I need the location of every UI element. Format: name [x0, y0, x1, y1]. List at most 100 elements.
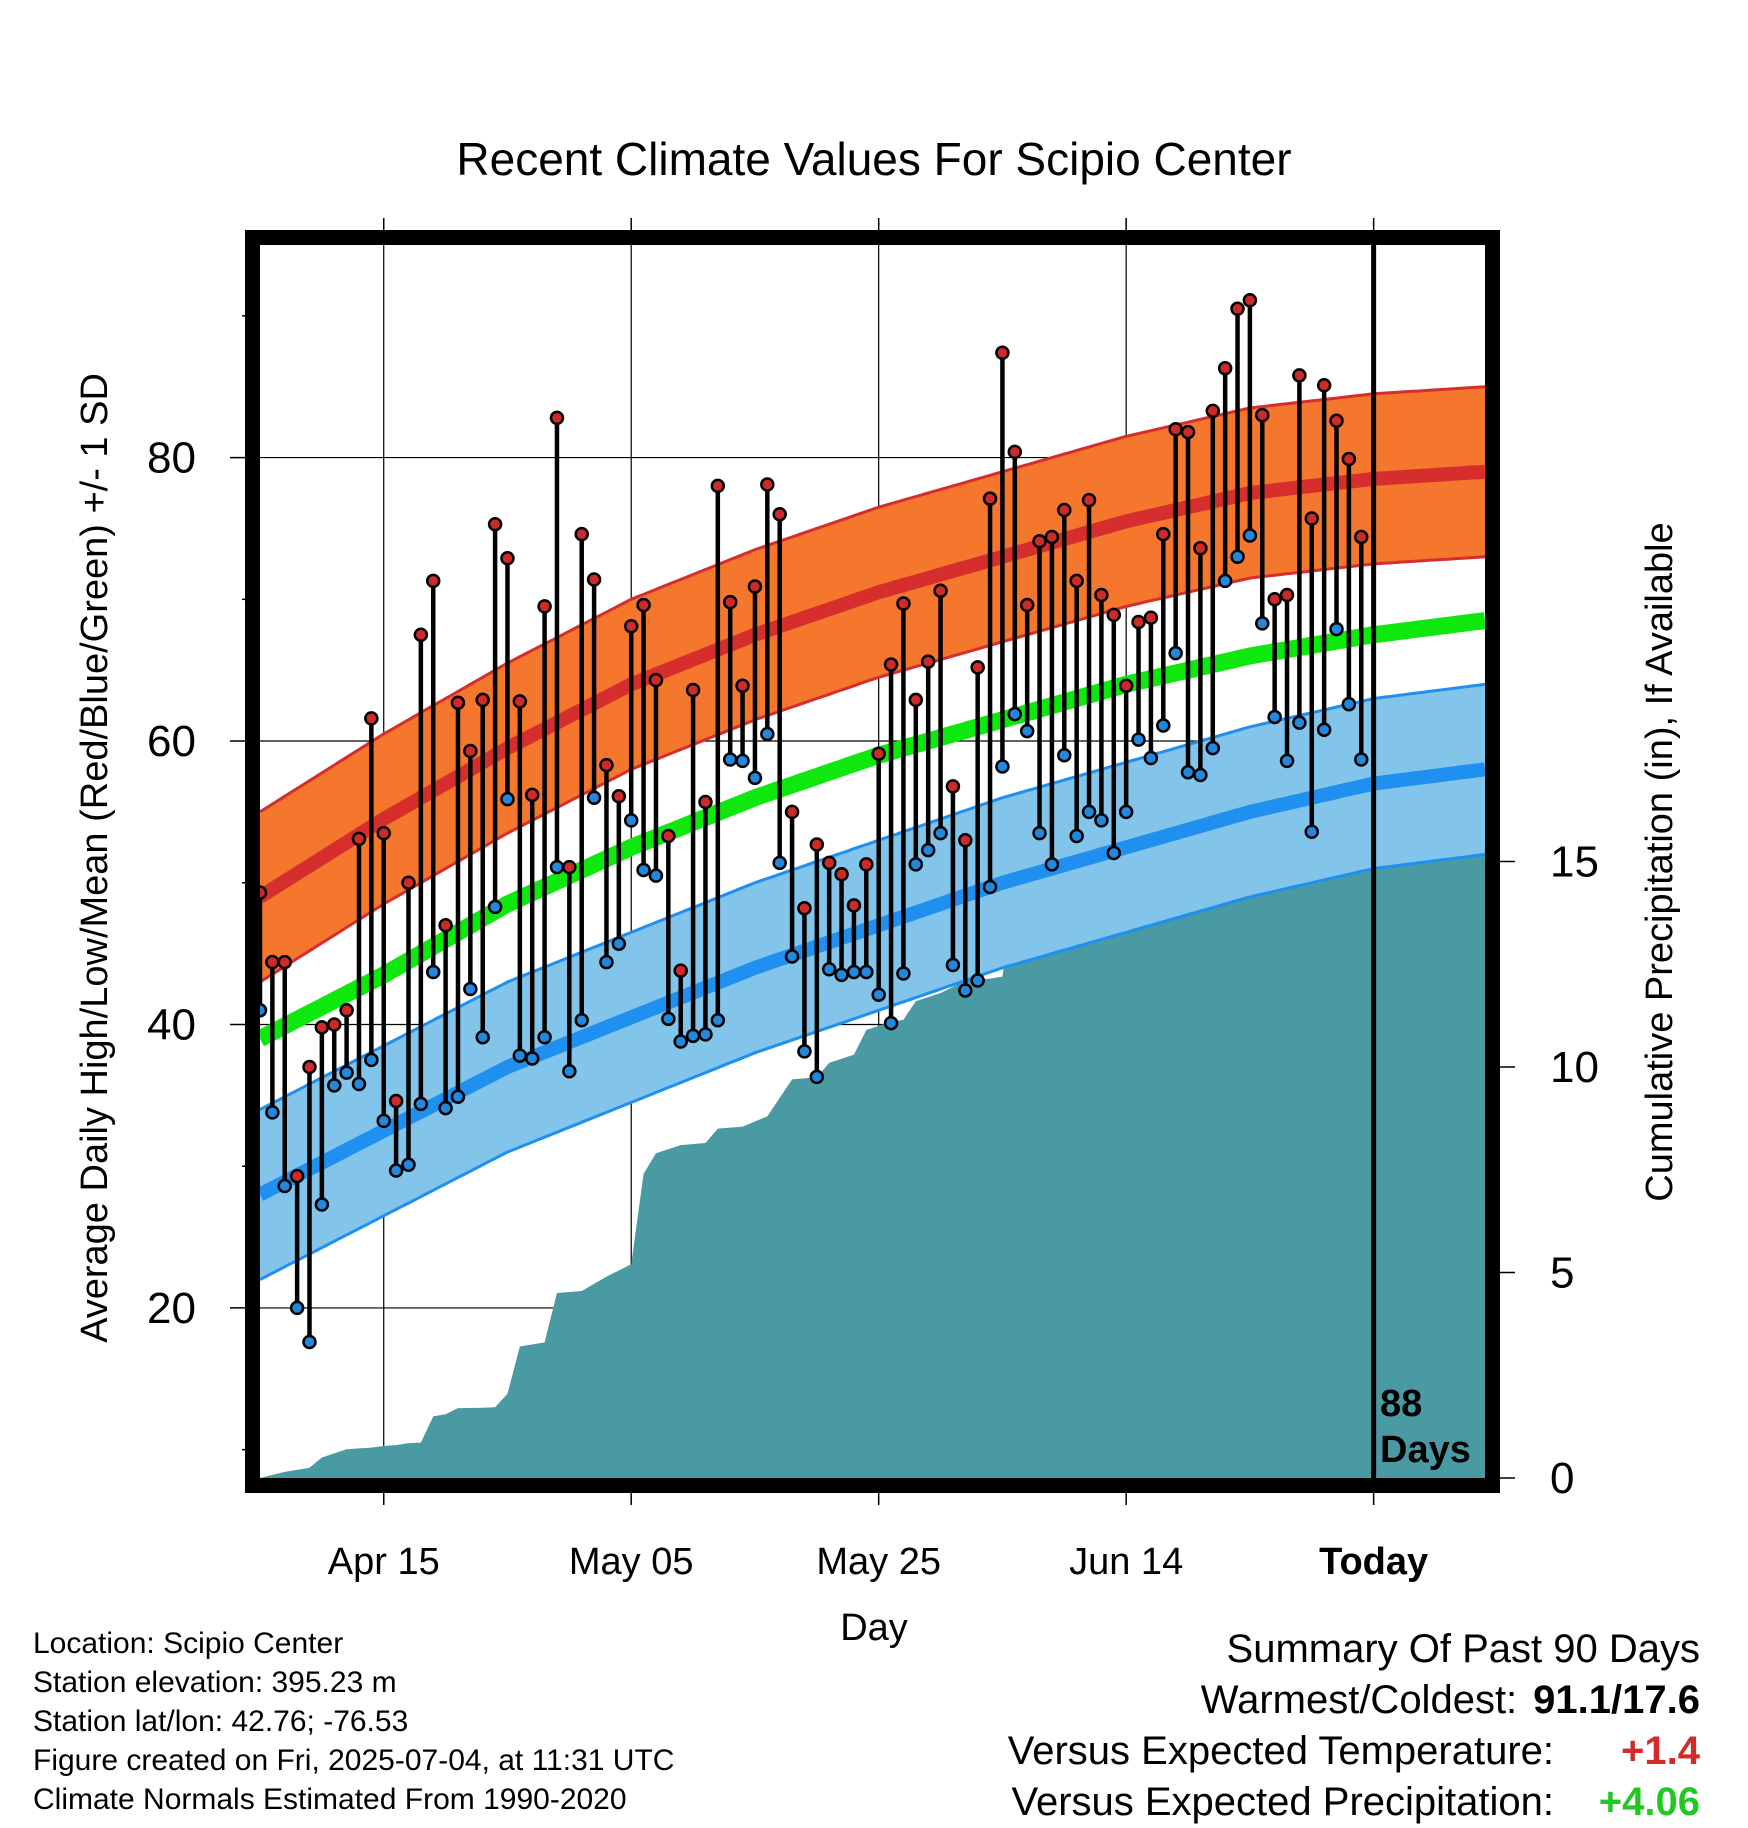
- daily-low-point: [277, 1178, 292, 1194]
- y-tick-label: 40: [147, 1000, 196, 1049]
- daily-high-point: [1205, 403, 1221, 419]
- daily-high-point: [314, 1020, 330, 1035]
- daily-low-point: [1193, 767, 1208, 783]
- daily-high-point: [1193, 541, 1208, 556]
- daily-low-point: [698, 1027, 713, 1042]
- daily-low-point: [376, 1113, 391, 1129]
- daily-low-point: [574, 1012, 589, 1028]
- daily-high-point: [586, 572, 602, 587]
- x-axis-label: Day: [840, 1607, 908, 1649]
- daily-low-point: [648, 868, 664, 883]
- x-tick-label: Today: [1319, 1541, 1428, 1583]
- daily-high-point: [1156, 526, 1171, 542]
- y2-tick-label: 10: [1550, 1043, 1599, 1092]
- daily-high-point: [611, 789, 627, 804]
- daily-high-point: [413, 627, 429, 642]
- location-text: Location: Scipio Center: [33, 1627, 344, 1660]
- daily-high-point: [388, 1093, 404, 1109]
- low-normal-line: [256, 762, 1486, 1201]
- daily-high-point: [1143, 610, 1159, 625]
- daily-low-point: [1069, 828, 1084, 844]
- daily-low-point: [1354, 752, 1369, 767]
- daily-low-point: [871, 987, 886, 1002]
- daily-low-point: [611, 936, 627, 951]
- daily-low-point: [1032, 825, 1047, 841]
- daily-high-point: [475, 692, 490, 708]
- daily-low-point: [623, 813, 639, 828]
- days-count-label: 88: [1380, 1383, 1422, 1425]
- daily-high-point: [364, 711, 379, 726]
- daily-high-point: [1267, 592, 1282, 607]
- daily-high-point: [636, 597, 651, 613]
- chart-title: Recent Climate Values For Scipio Center: [456, 133, 1291, 185]
- daily-low-point: [1156, 718, 1171, 733]
- normals-layer: [256, 385, 1487, 1281]
- daily-high-point: [1118, 678, 1134, 694]
- daily-low-point: [475, 1029, 490, 1045]
- daily-low-point: [265, 1105, 280, 1120]
- daily-high-point: [673, 963, 688, 978]
- daily-high-point: [661, 828, 676, 844]
- daily-low-point: [1143, 750, 1159, 766]
- precip-label: Versus Expected Precipitation:: [1011, 1780, 1554, 1824]
- daily-high-point: [302, 1059, 317, 1075]
- daily-low-point: [685, 1028, 701, 1044]
- daily-low-point: [883, 1015, 899, 1031]
- axes-layer: Apr 15 May 05 May 25 Jun 14 Today 20 40 60 80 0 5 1…: [147, 218, 1599, 1583]
- daily-high-point: [562, 859, 577, 875]
- daily-high-point: [945, 779, 961, 794]
- daily-low-point: [487, 899, 503, 915]
- daily-high-point: [1242, 293, 1258, 308]
- daily-high-point: [549, 410, 565, 426]
- daily-low-point: [1242, 528, 1258, 543]
- daily-high-point: [1329, 413, 1344, 428]
- daily-high-point: [698, 794, 713, 810]
- daily-high-point: [933, 583, 948, 599]
- daily-high-point: [524, 787, 540, 803]
- high-sd-upper-edge: [259, 385, 1486, 814]
- daily-high-point: [1292, 368, 1307, 383]
- daily-low-point: [710, 1012, 726, 1028]
- daily-low-point: [1205, 740, 1221, 756]
- created-text: Figure created on Fri, 2025-07-04, at 11…: [33, 1744, 675, 1777]
- daily-high-point: [277, 954, 292, 970]
- daily-high-point: [623, 618, 639, 634]
- daily-low-point: [896, 966, 911, 981]
- daily-low-point: [1118, 804, 1134, 820]
- daily-low-point: [524, 1051, 540, 1066]
- plot-border: [245, 230, 1500, 1493]
- daily-low-point: [1279, 753, 1295, 769]
- daily-low-point: [1316, 722, 1332, 737]
- daily-high-point: [784, 804, 800, 820]
- daily-high-point: [1069, 573, 1084, 589]
- daily-high-point: [574, 526, 589, 542]
- summary-temp-row: Versus Expected Temperature: +1.4: [1008, 1726, 1700, 1777]
- daily-low-point: [722, 752, 738, 767]
- daily-low-point: [760, 726, 775, 742]
- daily-high-point: [883, 657, 899, 672]
- daily-low-point: [945, 957, 961, 973]
- daily-high-point: [1316, 378, 1332, 393]
- x-tick-label: Apr 15: [328, 1541, 440, 1583]
- high-normal-line: [256, 464, 1486, 903]
- daily-low-point: [413, 1096, 429, 1112]
- daily-high-point: [1081, 492, 1097, 508]
- daily-low-point: [1081, 804, 1097, 820]
- daily-high-point: [859, 857, 874, 872]
- daily-high-point: [1304, 511, 1320, 526]
- daily-low-point: [289, 1300, 305, 1316]
- daily-high-point: [722, 594, 738, 610]
- daily-low-point: [425, 964, 441, 980]
- daily-low-point: [821, 961, 837, 977]
- daily-high-point: [896, 596, 911, 611]
- daily-low-point: [1044, 857, 1060, 872]
- daily-low-point: [1267, 709, 1282, 725]
- y2-tick-label: 5: [1550, 1249, 1574, 1298]
- daily-high-point: [1180, 424, 1196, 440]
- daily-high-point: [797, 901, 812, 916]
- daily-low-point: [1168, 645, 1183, 661]
- daily-low-point: [549, 859, 565, 875]
- daily-low-point: [1131, 732, 1146, 747]
- daily-high-point: [1007, 444, 1023, 460]
- daily-high-point: [425, 573, 441, 589]
